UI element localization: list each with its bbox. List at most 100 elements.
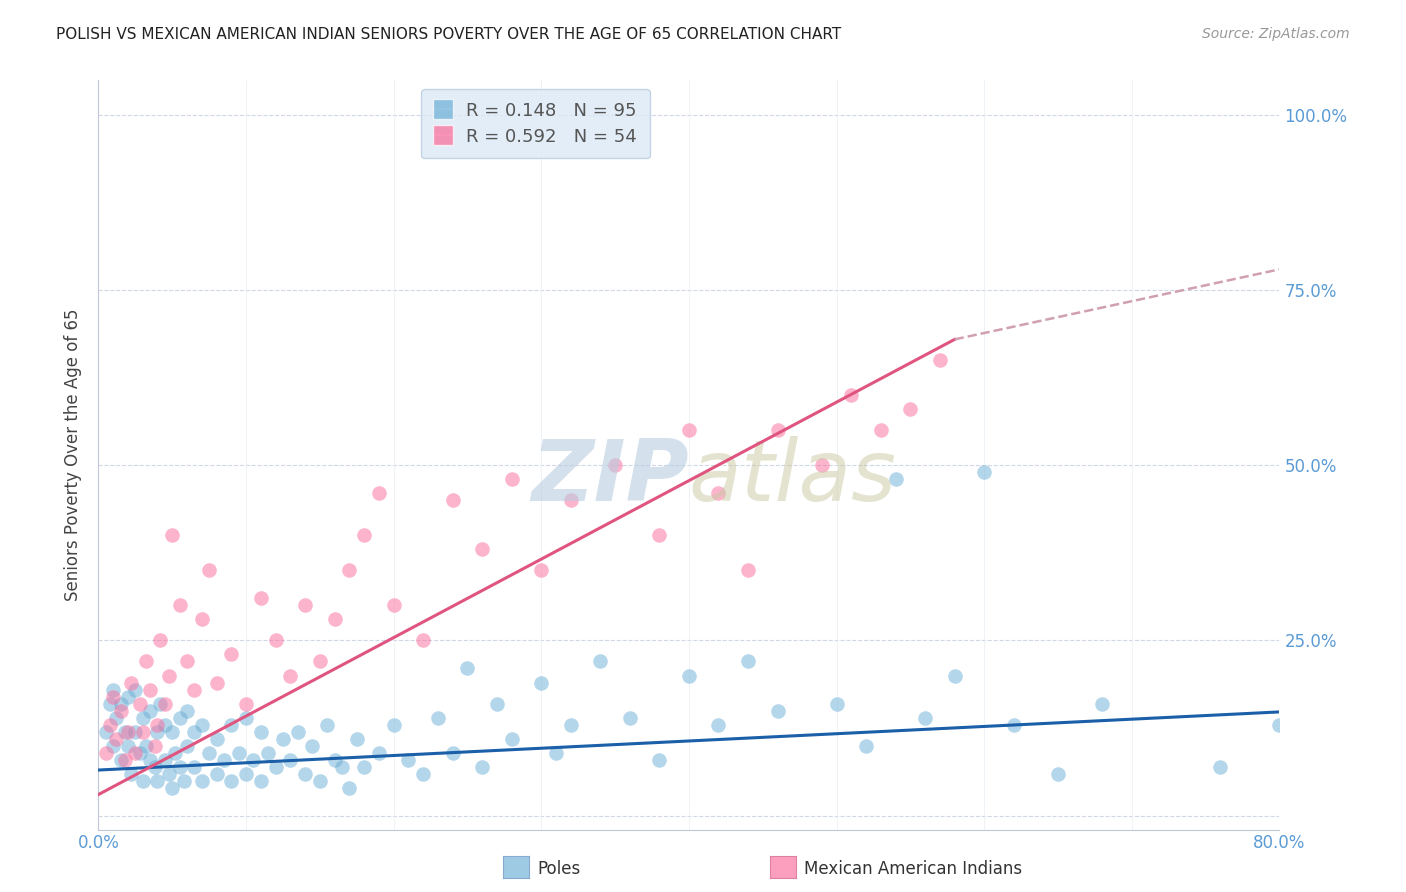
Point <box>98 717 121 731</box>
Point <box>339 564 361 578</box>
Point <box>242 752 264 766</box>
Point <box>198 746 221 760</box>
Point <box>619 710 641 724</box>
Point <box>346 731 368 746</box>
Point <box>132 773 155 788</box>
Point <box>382 599 405 613</box>
Point <box>301 739 323 753</box>
Text: Poles: Poles <box>537 860 581 878</box>
Point <box>309 773 332 788</box>
Point <box>176 704 198 718</box>
Point <box>103 690 125 704</box>
Point <box>530 564 553 578</box>
Legend: R = 0.148   N = 95, R = 0.592   N = 54: R = 0.148 N = 95, R = 0.592 N = 54 <box>422 89 650 159</box>
Point <box>94 746 117 760</box>
Point <box>546 746 568 760</box>
Point <box>110 752 132 766</box>
Point <box>530 675 553 690</box>
Point <box>183 682 205 697</box>
Point <box>441 493 464 508</box>
Text: atlas: atlas <box>689 436 897 519</box>
Point <box>1268 717 1291 731</box>
Point <box>707 486 730 500</box>
Point <box>162 528 183 542</box>
Point <box>678 668 700 682</box>
Point <box>294 599 316 613</box>
Point <box>457 661 479 675</box>
Point <box>183 724 205 739</box>
Point <box>105 731 128 746</box>
Point <box>143 739 166 753</box>
Point <box>221 648 243 662</box>
Point <box>257 746 280 760</box>
Point <box>120 766 142 780</box>
Text: Mexican American Indians: Mexican American Indians <box>804 860 1022 878</box>
Point <box>176 655 198 669</box>
Point <box>368 746 391 760</box>
Point <box>973 466 995 480</box>
Point <box>280 752 302 766</box>
Point <box>412 766 434 780</box>
Point <box>929 353 952 368</box>
Point <box>339 780 361 795</box>
Point <box>146 724 169 739</box>
Point <box>309 655 332 669</box>
Point <box>120 675 142 690</box>
Text: Source: ZipAtlas.com: Source: ZipAtlas.com <box>1202 27 1350 41</box>
Point <box>228 746 250 760</box>
Point <box>368 486 391 500</box>
Point <box>766 704 789 718</box>
Point <box>169 759 191 773</box>
Point <box>128 746 150 760</box>
Point <box>139 682 162 697</box>
Point <box>1002 717 1025 731</box>
Point <box>143 759 166 773</box>
Point <box>191 773 214 788</box>
Point <box>316 717 339 731</box>
Text: ZIP: ZIP <box>531 436 689 519</box>
Point <box>427 710 450 724</box>
Point <box>235 710 257 724</box>
Point <box>323 752 346 766</box>
Point <box>124 746 146 760</box>
Point <box>330 759 353 773</box>
Point <box>153 717 176 731</box>
Point <box>139 704 162 718</box>
Point <box>707 717 730 731</box>
Point <box>900 402 922 417</box>
Point <box>560 717 582 731</box>
Point <box>114 752 136 766</box>
Point <box>128 697 150 711</box>
Point <box>117 690 139 704</box>
Point <box>169 599 191 613</box>
Point <box>212 752 235 766</box>
Point <box>221 773 243 788</box>
Point <box>135 739 157 753</box>
Point <box>1209 759 1232 773</box>
Point <box>250 591 273 606</box>
Point <box>810 458 832 473</box>
Point <box>139 752 162 766</box>
Point <box>648 752 671 766</box>
Point <box>855 739 877 753</box>
Point <box>146 717 169 731</box>
Point <box>501 472 523 486</box>
Point <box>678 424 700 438</box>
Point <box>183 759 205 773</box>
Point <box>648 528 671 542</box>
Point <box>766 424 789 438</box>
Point <box>287 724 309 739</box>
Point <box>382 717 405 731</box>
Point <box>103 682 125 697</box>
Point <box>162 724 183 739</box>
Point <box>605 458 627 473</box>
Point <box>825 697 848 711</box>
Point <box>153 752 176 766</box>
Point <box>117 739 139 753</box>
Point <box>441 746 464 760</box>
Point <box>235 766 257 780</box>
Point <box>737 564 759 578</box>
Point <box>323 612 346 626</box>
Point <box>173 773 195 788</box>
Y-axis label: Seniors Poverty Over the Age of 65: Seniors Poverty Over the Age of 65 <box>65 309 83 601</box>
